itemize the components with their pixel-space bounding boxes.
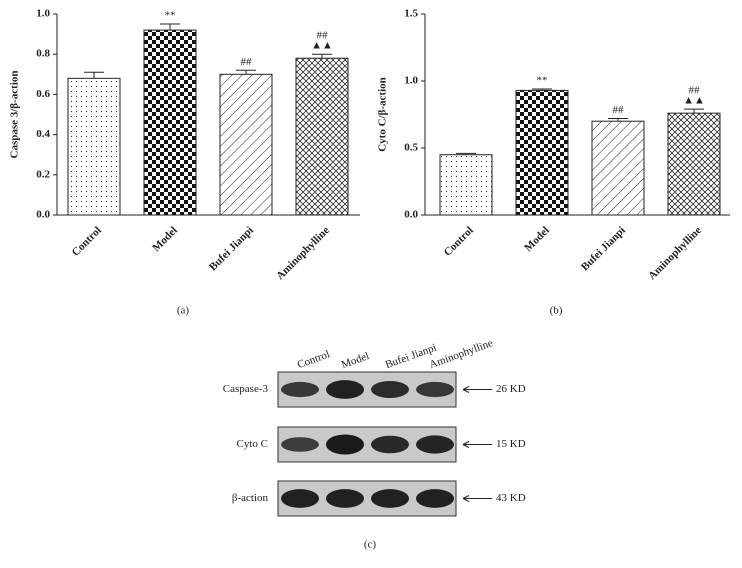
row-label: Cyto C <box>237 438 268 450</box>
panel-label: (a) <box>177 305 190 317</box>
panel-label: (b) <box>550 305 563 317</box>
band <box>371 489 409 508</box>
band <box>326 380 364 399</box>
arrow <box>462 386 492 393</box>
bar <box>667 112 721 216</box>
annotation: ▲▲ <box>683 95 705 107</box>
y-tick-label: 0.0 <box>404 209 418 221</box>
band <box>281 381 319 398</box>
y-tick-label: 0.5 <box>404 142 418 154</box>
lane-label: Control <box>296 348 332 371</box>
x-tick-label: Aminophylline <box>646 224 704 282</box>
y-tick-label: 1.0 <box>404 75 418 87</box>
row-label: β-action <box>232 492 269 504</box>
size-label: 15 KD <box>496 438 526 450</box>
y-tick-label: 0.4 <box>36 128 50 140</box>
error-bar <box>236 69 256 75</box>
size-label: 43 KD <box>496 492 526 504</box>
band <box>326 434 364 455</box>
annotation: ## <box>241 56 253 68</box>
y-tick-label: 1.0 <box>36 8 50 20</box>
error-bar <box>84 71 104 79</box>
panel-label: (c) <box>364 539 377 551</box>
x-tick-label: Model <box>150 224 180 254</box>
bar <box>439 154 493 216</box>
error-bar <box>312 53 332 59</box>
bar <box>143 29 197 216</box>
annotation: ▲▲ <box>311 40 333 52</box>
error-bar <box>456 152 476 155</box>
band <box>326 489 364 508</box>
arrow <box>462 495 492 502</box>
arrow <box>462 441 492 448</box>
band <box>416 489 454 508</box>
band <box>281 437 319 452</box>
error-bar <box>160 23 180 31</box>
y-tick-label: 0.8 <box>36 48 50 60</box>
error-bar <box>684 108 704 114</box>
lane-label: Model <box>340 350 371 371</box>
x-tick-label: Control <box>70 224 104 258</box>
size-label: 26 KD <box>496 383 526 395</box>
error-bar <box>532 88 552 91</box>
bar <box>219 73 273 216</box>
bar <box>591 120 645 216</box>
y-axis-label: Caspase 3/β-action <box>9 71 21 159</box>
annotation: ** <box>537 75 548 87</box>
x-tick-label: Aminophylline <box>274 224 332 282</box>
y-tick-label: 1.5 <box>404 8 418 20</box>
error-bar <box>608 118 628 122</box>
y-tick-label: 0.6 <box>36 88 50 100</box>
bar <box>67 77 121 216</box>
x-tick-label: Control <box>442 224 476 258</box>
band <box>371 381 409 398</box>
band <box>371 435 409 454</box>
annotation: ## <box>689 85 701 97</box>
bar <box>515 89 569 216</box>
band <box>281 489 319 508</box>
annotation: ## <box>317 30 329 42</box>
x-tick-label: Bufei Jianpi <box>207 224 256 273</box>
x-tick-label: Bufei Jianpi <box>579 224 628 273</box>
y-tick-label: 0.0 <box>36 209 50 221</box>
x-tick-label: Model <box>522 224 552 254</box>
annotation: ** <box>165 10 176 22</box>
y-tick-label: 0.2 <box>36 168 50 180</box>
band <box>416 381 454 398</box>
row-label: Caspase-3 <box>223 383 269 395</box>
annotation: ## <box>613 104 625 116</box>
lane-label: Aminophylline <box>428 337 495 371</box>
bar <box>295 57 349 216</box>
band <box>416 435 454 454</box>
y-axis-label: Cyto C/β-action <box>377 77 389 152</box>
